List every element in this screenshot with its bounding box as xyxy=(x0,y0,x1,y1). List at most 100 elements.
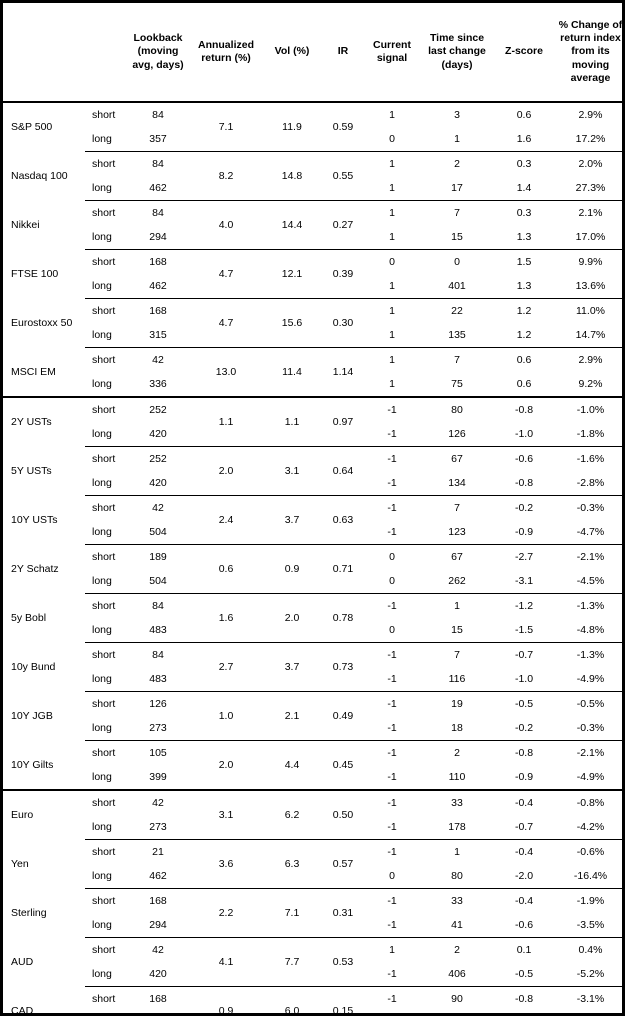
time-since-value: 126 xyxy=(419,422,495,447)
z-score-value: -0.8 xyxy=(514,993,534,1005)
ir-value: 0.71 xyxy=(321,544,365,594)
lookback-value: 420 xyxy=(127,962,189,987)
pct-change-value: -3.5% xyxy=(553,913,622,938)
signal-value: -1 xyxy=(387,747,397,759)
asset-row-long: long 420 -1 134 -0.8 -2.8% xyxy=(3,471,622,496)
asset-row-long: long 294 1 15 1.3 17.0% xyxy=(3,225,622,250)
table-body: S&P 500 short 84 7.1 11.9 0.59 1 3 0.6 2.9% long 35… xyxy=(3,102,622,1016)
asset-row-long: long 483 -1 116 -1.0 -4.9% xyxy=(3,667,622,692)
asset-name: 10y Bund xyxy=(11,661,56,673)
annualized-return-value: 2.0 xyxy=(189,740,263,791)
leg-label-short: short xyxy=(92,600,116,612)
asset-name: AUD xyxy=(11,956,34,968)
z-score-value: -0.4 xyxy=(514,895,534,907)
vol-value: 12.1 xyxy=(263,249,321,299)
header-annualized-return: Annualized return (%) xyxy=(189,3,263,103)
leg-label-long: long xyxy=(85,962,127,987)
annualized-return-value: 2.7 xyxy=(189,642,263,692)
header-asset xyxy=(3,3,85,103)
z-score-value: 0.3 xyxy=(516,158,532,170)
leg-label-short: short xyxy=(92,256,116,268)
annualized-return-value: 0.9 xyxy=(218,1005,234,1016)
signal-value: -1 xyxy=(387,846,397,858)
asset-row-short: Sterling short 168 2.2 7.1 0.31 -1 33 -0.4 -1.9% xyxy=(3,888,622,938)
lookback-value: 168 xyxy=(149,305,167,317)
lookback-value: 42 xyxy=(152,502,164,514)
annualized-return-value: 4.1 xyxy=(189,937,263,987)
time-since-value: 110 xyxy=(419,765,495,791)
annualized-return-value: 2.2 xyxy=(189,888,263,938)
signal-value: 0 xyxy=(365,569,419,594)
pct-change-value: 17.2% xyxy=(553,127,622,152)
asset-row-short: Euro short 42 3.1 6.2 0.50 -1 33 -0.4 -0.8% xyxy=(3,790,622,840)
header-time-since-change: Time since last change (days) xyxy=(419,3,495,103)
signal-value: 0 xyxy=(389,551,395,563)
vol-value: 3.7 xyxy=(263,495,321,545)
ir-value: 0.15 xyxy=(332,1005,354,1016)
z-score-value: -0.7 xyxy=(495,815,553,840)
lookback-value: 273 xyxy=(127,716,189,741)
asset-row-short: 5y Bobl short 84 1.6 2.0 0.78 -1 1 -1.2 -1.3% xyxy=(3,593,622,643)
z-score-value: -0.6 xyxy=(514,453,534,465)
signal-value: -1 xyxy=(387,502,397,514)
pct-change-value: -1.9% xyxy=(576,895,605,907)
asset-row-short: 2Y Schatz short 189 0.6 0.9 0.71 0 67 -2.7 -2.1% xyxy=(3,544,622,594)
leg-label-long: long xyxy=(85,323,127,348)
header-lookback: Lookback (moving avg, days) xyxy=(127,3,189,103)
z-score-value: -0.4 xyxy=(514,846,534,858)
lookback-value: 84 xyxy=(152,158,164,170)
asset-row-short: Eurostoxx 50 short 168 4.7 15.6 0.30 1 22 1.2 11.… xyxy=(3,298,622,348)
ir-value: 1.14 xyxy=(321,347,365,398)
vol-value: 11.9 xyxy=(263,102,321,152)
lookback-value: 420 xyxy=(127,471,189,496)
lookback-value: 462 xyxy=(127,274,189,299)
time-since-value: 178 xyxy=(419,815,495,840)
leg-label-short: short xyxy=(92,354,116,366)
asset-name: FTSE 100 xyxy=(11,268,59,280)
leg-label-short: short xyxy=(92,502,116,514)
pct-change-value: -2.1% xyxy=(576,747,605,759)
leg-label-short: short xyxy=(92,109,116,121)
pct-change-value: -3.1% xyxy=(576,993,605,1005)
time-since-value: 3 xyxy=(454,109,460,121)
asset-row-long: long 462 0 80 -2.0 -16.4% xyxy=(3,864,622,889)
z-score-value: 1.4 xyxy=(495,176,553,201)
pct-change-value: -16.4% xyxy=(553,864,622,889)
pct-change-value: -4.9% xyxy=(553,765,622,791)
signal-value: -1 xyxy=(387,453,397,465)
z-score-value: -1.0 xyxy=(495,667,553,692)
time-since-value: 2 xyxy=(454,158,460,170)
signal-value: 1 xyxy=(365,323,419,348)
time-since-value: 401 xyxy=(419,274,495,299)
leg-label-short: short xyxy=(92,797,116,809)
pct-change-value: 9.2% xyxy=(553,372,622,398)
pct-change-value: -1.8% xyxy=(553,422,622,447)
asset-row-short: MSCI EM short 42 13.0 11.4 1.14 1 7 0.6 2.9% xyxy=(3,347,622,398)
time-since-value: 90 xyxy=(451,993,463,1005)
pct-change-value: -2.8% xyxy=(553,471,622,496)
leg-label-long: long xyxy=(85,716,127,741)
signal-value: -1 xyxy=(387,649,397,661)
asset-name: 5Y USTs xyxy=(11,465,52,477)
z-score-value: -1.5 xyxy=(495,618,553,643)
z-score-value: -0.2 xyxy=(514,502,534,514)
vol-value: 0.9 xyxy=(263,544,321,594)
time-since-value: 41 xyxy=(419,913,495,938)
ir-value: 0.27 xyxy=(321,200,365,250)
leg-label-long: long xyxy=(85,274,127,299)
annualized-return-value: 7.1 xyxy=(189,102,263,152)
time-since-value: 67 xyxy=(451,551,463,563)
pct-change-value: 27.3% xyxy=(553,176,622,201)
pct-change-value: 2.9% xyxy=(578,109,603,121)
z-score-value: -1.1 xyxy=(495,1011,553,1013)
ir-value: 0.45 xyxy=(321,740,365,791)
signal-value: -1 xyxy=(365,913,419,938)
pct-change-value: -4.7% xyxy=(553,520,622,545)
vol-value: 4.4 xyxy=(263,740,321,791)
signal-value: -1 xyxy=(365,471,419,496)
time-since-value: 1 xyxy=(454,846,460,858)
pct-change-value: -1.6% xyxy=(576,453,605,465)
time-since-value: 7 xyxy=(454,354,460,366)
annualized-return-value: 4.0 xyxy=(189,200,263,250)
z-score-value: 1.5 xyxy=(516,256,532,268)
